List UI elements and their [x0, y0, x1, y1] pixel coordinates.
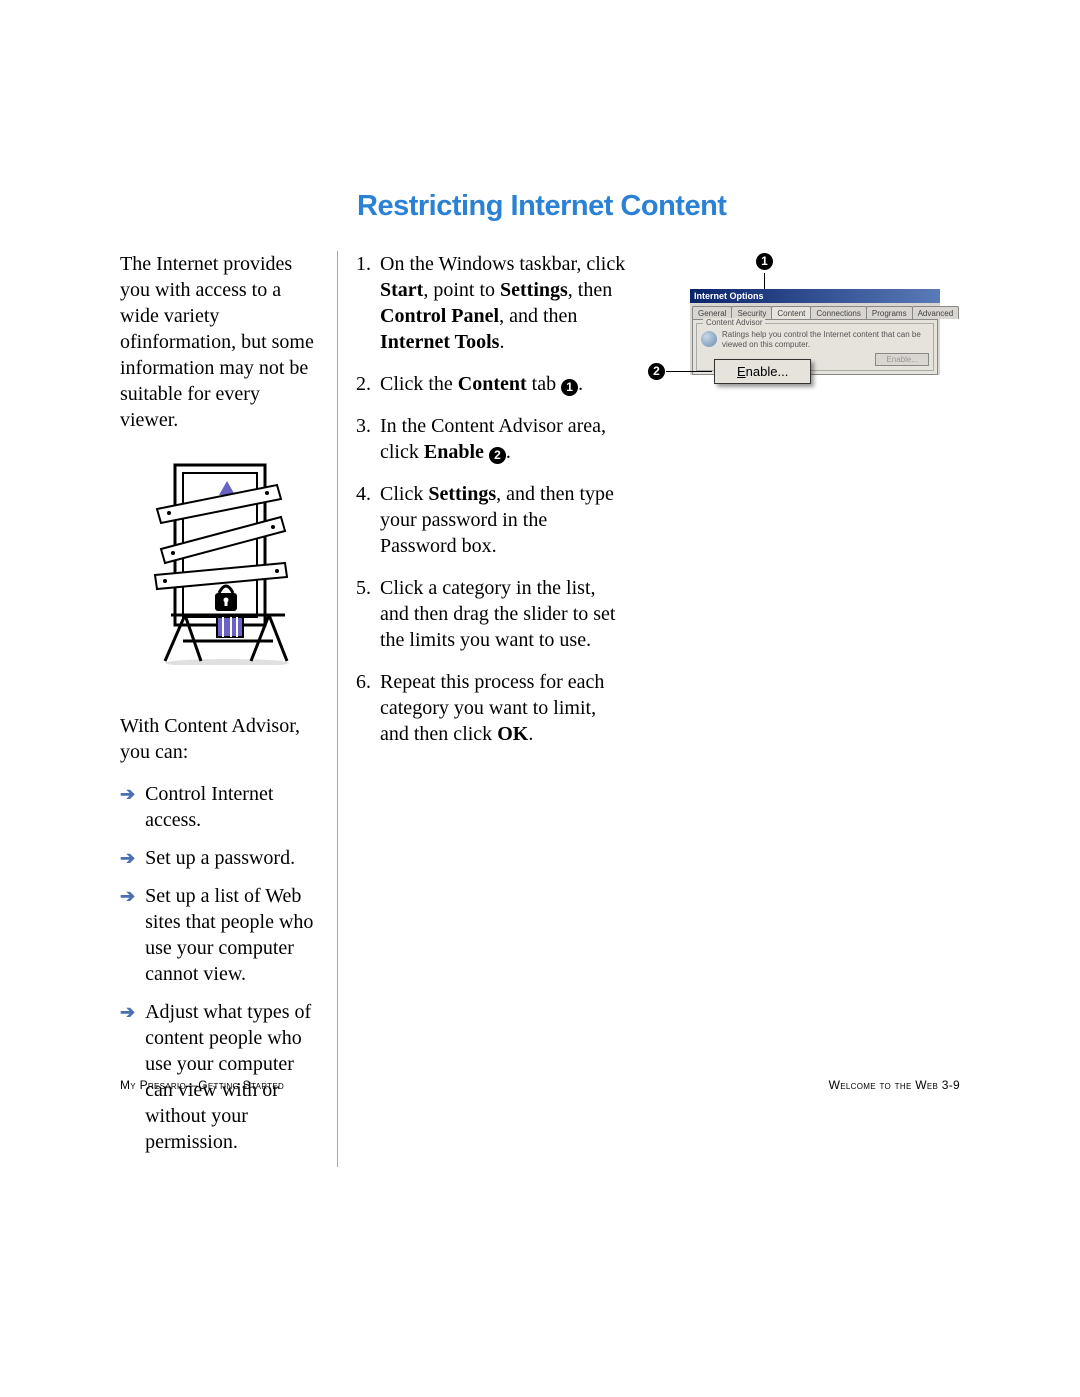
tab-connections[interactable]: Connections — [810, 306, 866, 319]
enable-button-enlarged[interactable]: Enable... — [714, 359, 811, 384]
tab-content[interactable]: Content — [771, 306, 811, 319]
bullet-text: Set up a list of Web sites that people w… — [145, 883, 319, 987]
step-3: In the Content Advisor area, click Enabl… — [356, 413, 626, 465]
features-list: ➔ Control Internet access. ➔ Set up a pass… — [120, 781, 319, 1155]
bullet-text: Control Internet access. — [145, 781, 319, 833]
arrow-icon: ➔ — [120, 783, 135, 806]
callout-marker-1: 1 — [756, 253, 773, 270]
arrow-icon: ➔ — [120, 885, 135, 908]
intro-paragraph: The Internet provides you with access to… — [120, 251, 319, 433]
callout-ref-1: 1 — [561, 379, 578, 396]
globe-icon — [701, 331, 717, 347]
dialog-tabs: General Security Content Connections Pro… — [690, 303, 940, 319]
fieldset-legend: Content Advisor — [703, 318, 765, 327]
footer-right: Welcome to the Web 3-9 — [829, 1078, 960, 1092]
sub-intro-paragraph: With Content Advisor, you can: — [120, 713, 319, 765]
tab-programs[interactable]: Programs — [866, 306, 913, 319]
arrow-icon: ➔ — [120, 1001, 135, 1024]
advisor-description: Ratings help you control the Internet co… — [722, 330, 929, 349]
steps-area: On the Windows taskbar, click Start, poi… — [356, 251, 960, 763]
callout-ref-2: 2 — [489, 447, 506, 464]
step-4: Click Settings, and then type your passw… — [356, 481, 626, 559]
step-6: Repeat this process for each category yo… — [356, 669, 626, 747]
content-columns: The Internet provides you with access to… — [120, 251, 960, 1167]
footer-left: My Presario—Getting Started — [120, 1078, 284, 1092]
arrow-icon: ➔ — [120, 847, 135, 870]
dialog-title: Internet Options — [690, 289, 940, 303]
bullet-text: Set up a password. — [145, 845, 295, 871]
tab-advanced[interactable]: Advanced — [912, 306, 960, 319]
step-2: Click the Content tab 1. — [356, 371, 626, 397]
callout-line-2 — [666, 371, 712, 372]
boarded-door-illustration — [127, 457, 312, 665]
enable-button-disabled: Enable... — [875, 353, 929, 366]
right-column: On the Windows taskbar, click Start, poi… — [338, 251, 960, 1167]
screenshot-callout: 1 Internet Options General Security Cont… — [640, 251, 940, 431]
step-5: Click a category in the list, and then d… — [356, 575, 626, 653]
step-1: On the Windows taskbar, click Start, poi… — [356, 251, 626, 355]
page-title: Restricting Internet Content — [357, 190, 960, 223]
bullet-text: Adjust what types of content people who … — [145, 999, 319, 1155]
callout-marker-2: 2 — [648, 363, 665, 380]
steps-list: On the Windows taskbar, click Start, poi… — [356, 251, 626, 763]
page-footer: My Presario—Getting Started Welcome to t… — [120, 1078, 960, 1092]
left-column: The Internet provides you with access to… — [120, 251, 338, 1167]
